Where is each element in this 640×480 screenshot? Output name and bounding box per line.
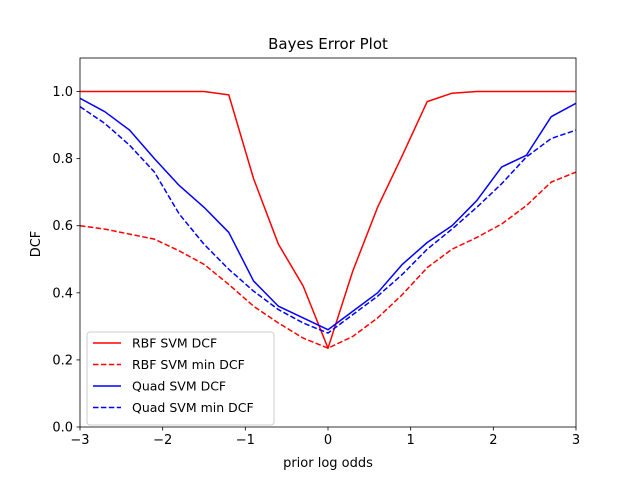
legend-label: Quad SVM DCF bbox=[132, 379, 226, 394]
x-axis-title: prior log odds bbox=[283, 456, 373, 471]
series-line-4 bbox=[80, 106, 576, 334]
y-axis-title: DCF bbox=[29, 231, 44, 258]
x-tick-label: −3 bbox=[70, 433, 89, 448]
chart-title: Bayes Error Plot bbox=[268, 35, 388, 53]
legend-label: RBF SVM DCF bbox=[132, 336, 217, 351]
y-tick-label: 0.4 bbox=[52, 286, 73, 301]
plot-area: −3 −2 −1 0 1 2 3 0.0 0.2 0.4 0.6 0.8 1.0 bbox=[52, 57, 580, 448]
x-tick-label: 2 bbox=[489, 433, 497, 448]
y-tick-label: 0.8 bbox=[52, 152, 73, 167]
x-tick-label: −1 bbox=[236, 433, 255, 448]
y-tick-label: 1.0 bbox=[52, 85, 73, 100]
y-tick-label: 0.0 bbox=[52, 421, 73, 436]
y-tick-label: 0.6 bbox=[52, 219, 73, 234]
legend-label: Quad SVM min DCF bbox=[132, 400, 254, 415]
x-tick-label: 3 bbox=[572, 433, 580, 448]
legend-box bbox=[86, 331, 275, 426]
legend: RBF SVM DCF RBF SVM min DCF Quad SVM DCF Qu… bbox=[86, 331, 275, 426]
series-line-2 bbox=[80, 171, 576, 349]
y-tick-label: 0.2 bbox=[52, 353, 73, 368]
series-line-3 bbox=[80, 97, 576, 331]
x-tick-label: −2 bbox=[153, 433, 172, 448]
legend-label: RBF SVM min DCF bbox=[132, 357, 245, 372]
x-tick-label: 1 bbox=[407, 433, 415, 448]
x-tick-label: 0 bbox=[324, 433, 332, 448]
series-lines bbox=[80, 90, 576, 349]
